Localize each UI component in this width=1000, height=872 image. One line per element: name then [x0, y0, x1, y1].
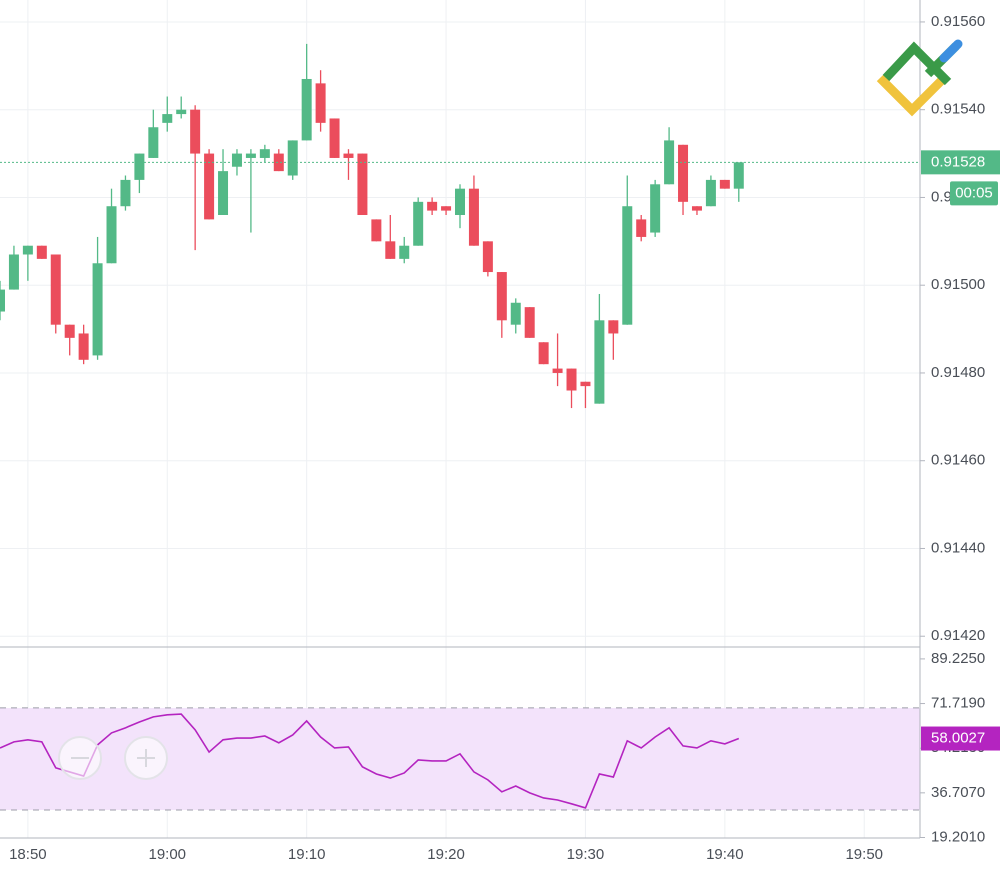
candle-body: [705, 179, 716, 207]
candle-body: [204, 153, 215, 220]
candle-body: [510, 302, 521, 325]
x-tick-label: 19:30: [567, 846, 605, 863]
candle-body: [385, 241, 396, 259]
candle-body: [106, 206, 117, 264]
axis-labels: 18:50 19:00 19:10 19:20 19:30 19:40 19:50 0.914…: [9, 13, 1000, 863]
candle-body: [245, 153, 256, 158]
candle-body: [552, 368, 563, 373]
x-tick-label: 19:50: [845, 846, 883, 863]
x-tick-label: 18:50: [9, 846, 47, 863]
zoom-out-button[interactable]: [58, 736, 102, 780]
last-value-box: [921, 726, 1000, 751]
y-tick-label: 36.7070: [931, 784, 985, 801]
candle-body: [524, 307, 535, 338]
candle-body: [413, 201, 424, 246]
candle-body: [538, 342, 549, 365]
candle-body: [455, 188, 465, 215]
x-tick-label: 19:00: [148, 846, 186, 863]
candle-body: [594, 320, 605, 404]
candle-body: [468, 188, 479, 246]
candle-body: [287, 140, 298, 176]
candle-body: [301, 78, 312, 141]
rsi-line: [0, 713, 740, 809]
y-tick-label: 0.91500: [931, 276, 985, 293]
candle-body: [8, 254, 19, 290]
zoom-in-button[interactable]: [124, 736, 168, 780]
candle-body: [176, 109, 187, 115]
candle-body: [580, 381, 591, 387]
candle-body: [427, 201, 438, 211]
y-tick-label: 0.91440: [931, 539, 985, 556]
candle-body: [719, 179, 730, 189]
candle-body: [148, 127, 159, 158]
candle-body: [371, 219, 382, 242]
candle-body: [441, 206, 452, 211]
candle-body: [691, 206, 702, 211]
candle-body: [231, 153, 242, 167]
candle-body: [678, 144, 689, 202]
x-tick-label: 19:40: [706, 846, 744, 863]
candle-body: [162, 114, 173, 123]
candle-body: [733, 162, 744, 189]
candle-body: [50, 254, 61, 325]
y-tick-label: 0.91480: [931, 364, 985, 381]
candle-body: [259, 149, 270, 158]
candle-body: [190, 109, 201, 154]
last-price-label: 0.91528: [931, 153, 985, 170]
candle-body: [218, 171, 229, 215]
candle-body: [315, 83, 326, 123]
candle-body: [357, 153, 368, 215]
candle-body: [92, 263, 103, 356]
y-tick-label: 0.91420: [931, 627, 985, 644]
plot: [0, 43, 920, 811]
y-tick-label: 71.7190: [931, 695, 985, 712]
candle-body: [343, 153, 354, 158]
countdown-box: [950, 181, 998, 206]
candle-body: [622, 206, 633, 325]
logo: [876, 39, 963, 117]
candle-body: [399, 245, 410, 259]
candle-body: [636, 219, 647, 237]
candle-body: [273, 153, 284, 172]
last-price-box: [921, 150, 1000, 175]
candle-body: [650, 184, 661, 233]
candle-body: [329, 118, 340, 158]
y-tick-label: 0.91460: [931, 452, 985, 469]
y-tick-label: 19.2010: [931, 828, 985, 845]
last-value-label: 58.0027: [931, 729, 985, 746]
candle-body: [120, 179, 131, 207]
y-tick-label: 89.2250: [931, 650, 985, 667]
candle-body: [78, 333, 89, 360]
candle-body: [0, 289, 5, 312]
candle-body: [496, 272, 507, 321]
candle-body: [566, 368, 577, 391]
candle-body: [608, 320, 619, 334]
candle-body: [64, 324, 75, 338]
candle-body: [36, 245, 47, 259]
candle-body: [22, 245, 33, 255]
y-tick-label: 0.91540: [931, 101, 985, 118]
candle-body: [482, 241, 493, 273]
x-tick-label: 19:20: [427, 846, 465, 863]
countdown-label: 00:05: [955, 184, 993, 201]
y-tick-label: 0.91560: [931, 13, 985, 30]
candle-body: [134, 153, 145, 180]
x-tick-label: 19:10: [288, 846, 326, 863]
